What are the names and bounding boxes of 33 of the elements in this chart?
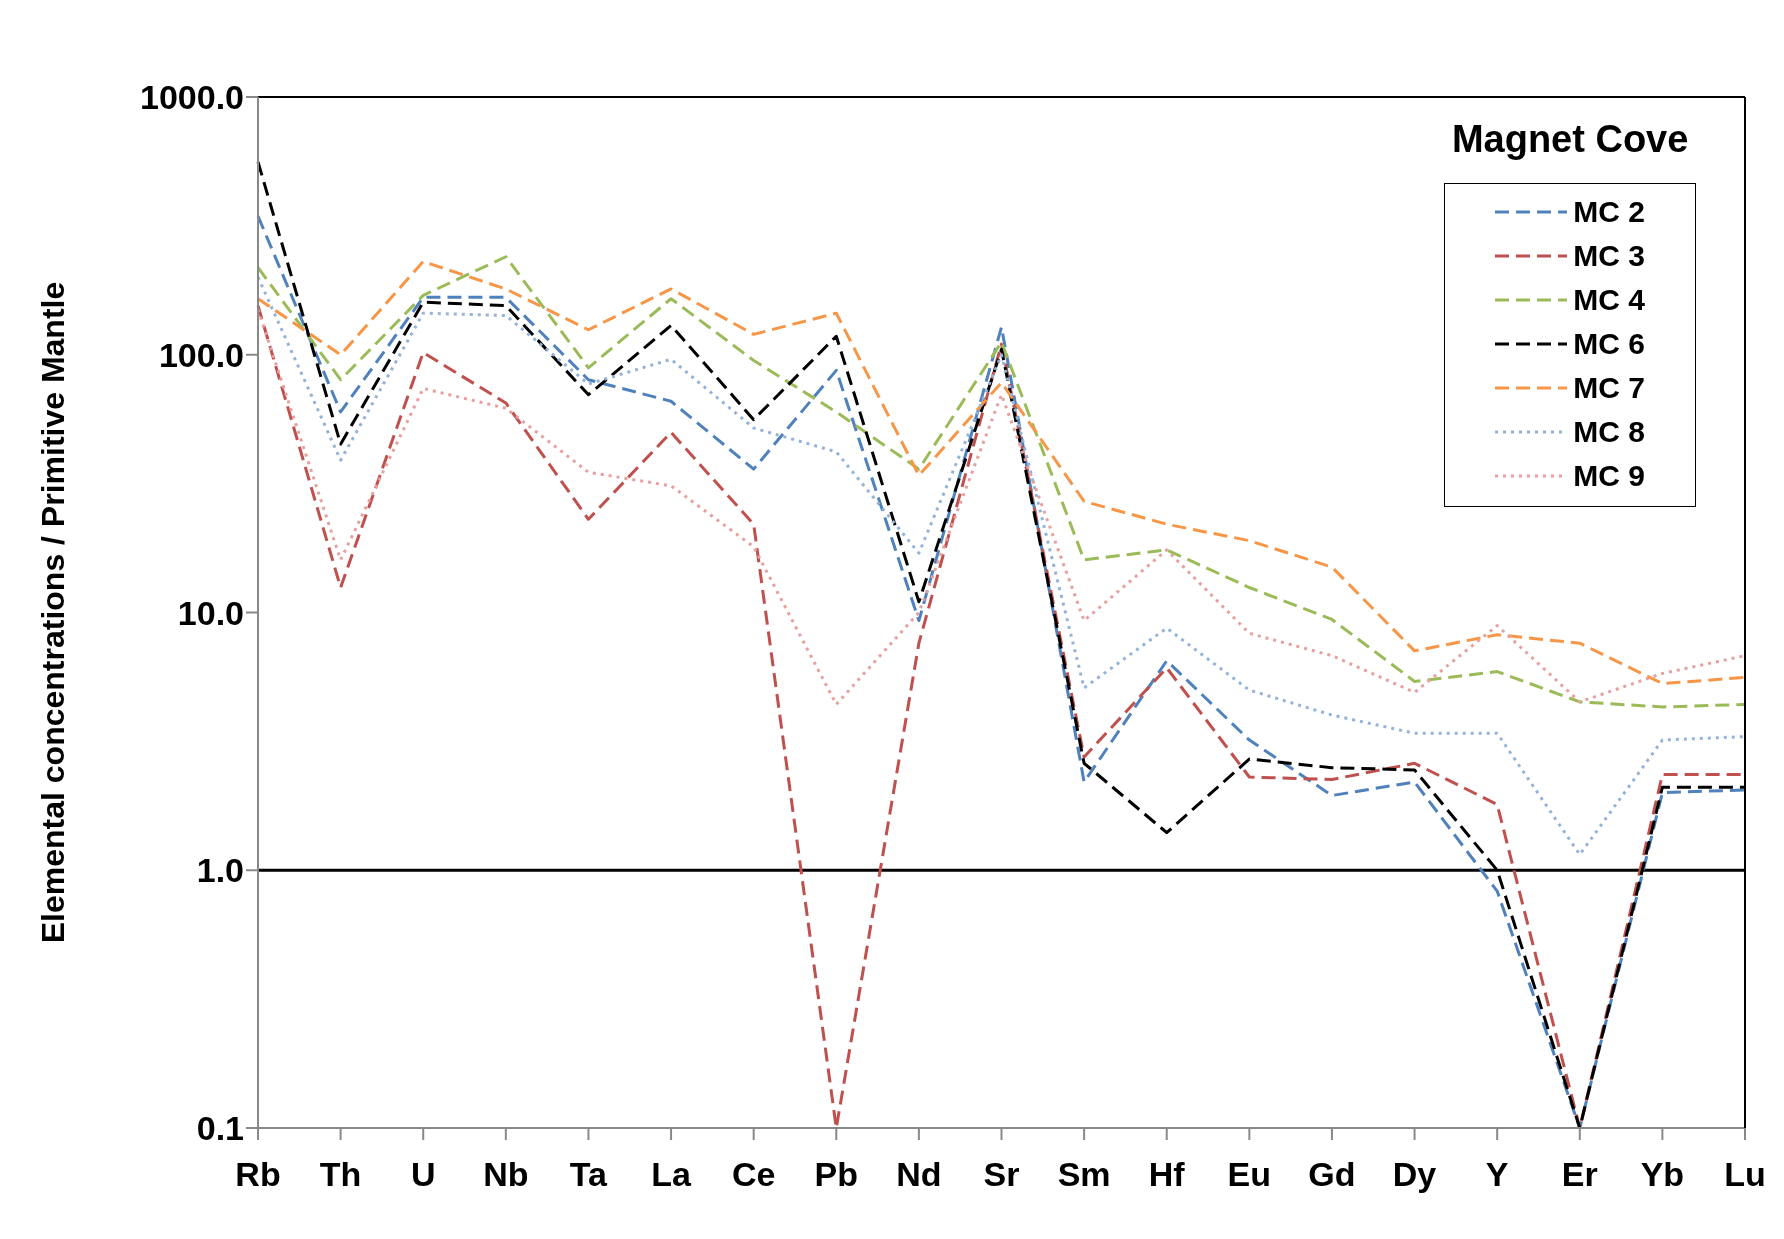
x-tick-label: Y	[1485, 1155, 1509, 1194]
x-tick-label: Lu	[1724, 1155, 1766, 1194]
x-tick-label: Yb	[1640, 1155, 1685, 1194]
x-tick-label: Dy	[1392, 1155, 1437, 1194]
legend-label: MC 3	[1573, 239, 1645, 273]
x-tick-label: Ce	[731, 1155, 776, 1194]
x-tick-label: La	[651, 1155, 692, 1194]
x-tick-label: Eu	[1227, 1155, 1272, 1194]
x-tick-label: Nb	[483, 1155, 529, 1194]
x-tick-label: Hf	[1148, 1155, 1186, 1194]
legend-label: MC 6	[1573, 327, 1645, 361]
legend-label: MC 7	[1573, 371, 1645, 405]
y-tick-label: 1.0	[196, 851, 244, 890]
legend-label: MC 8	[1573, 415, 1645, 449]
y-tick-label: 10.0	[177, 593, 244, 632]
legend-label: MC 9	[1573, 459, 1645, 493]
x-tick-label: Th	[319, 1155, 362, 1194]
x-tick-label: Ta	[569, 1155, 609, 1194]
legend-label: MC 4	[1573, 283, 1645, 317]
x-tick-label: Er	[1561, 1155, 1598, 1194]
x-tick-label: U	[410, 1155, 436, 1194]
x-tick-label: Rb	[235, 1155, 281, 1194]
y-tick-label: 0.1	[196, 1109, 244, 1148]
y-axis-title: Elemental concentrations / Primitive Mantle	[35, 281, 72, 944]
y-tick-label: 100.0	[158, 335, 244, 374]
legend-title: Magnet Cove	[1451, 118, 1689, 161]
y-tick-label: 1000.0	[140, 78, 244, 117]
x-tick-label: Sm	[1057, 1155, 1111, 1194]
x-tick-label: Nd	[896, 1155, 942, 1194]
legend-label: MC 2	[1573, 195, 1645, 229]
x-tick-label: Pb	[814, 1155, 858, 1194]
x-tick-label: Gd	[1308, 1155, 1356, 1194]
x-tick-label: Sr	[983, 1155, 1020, 1194]
